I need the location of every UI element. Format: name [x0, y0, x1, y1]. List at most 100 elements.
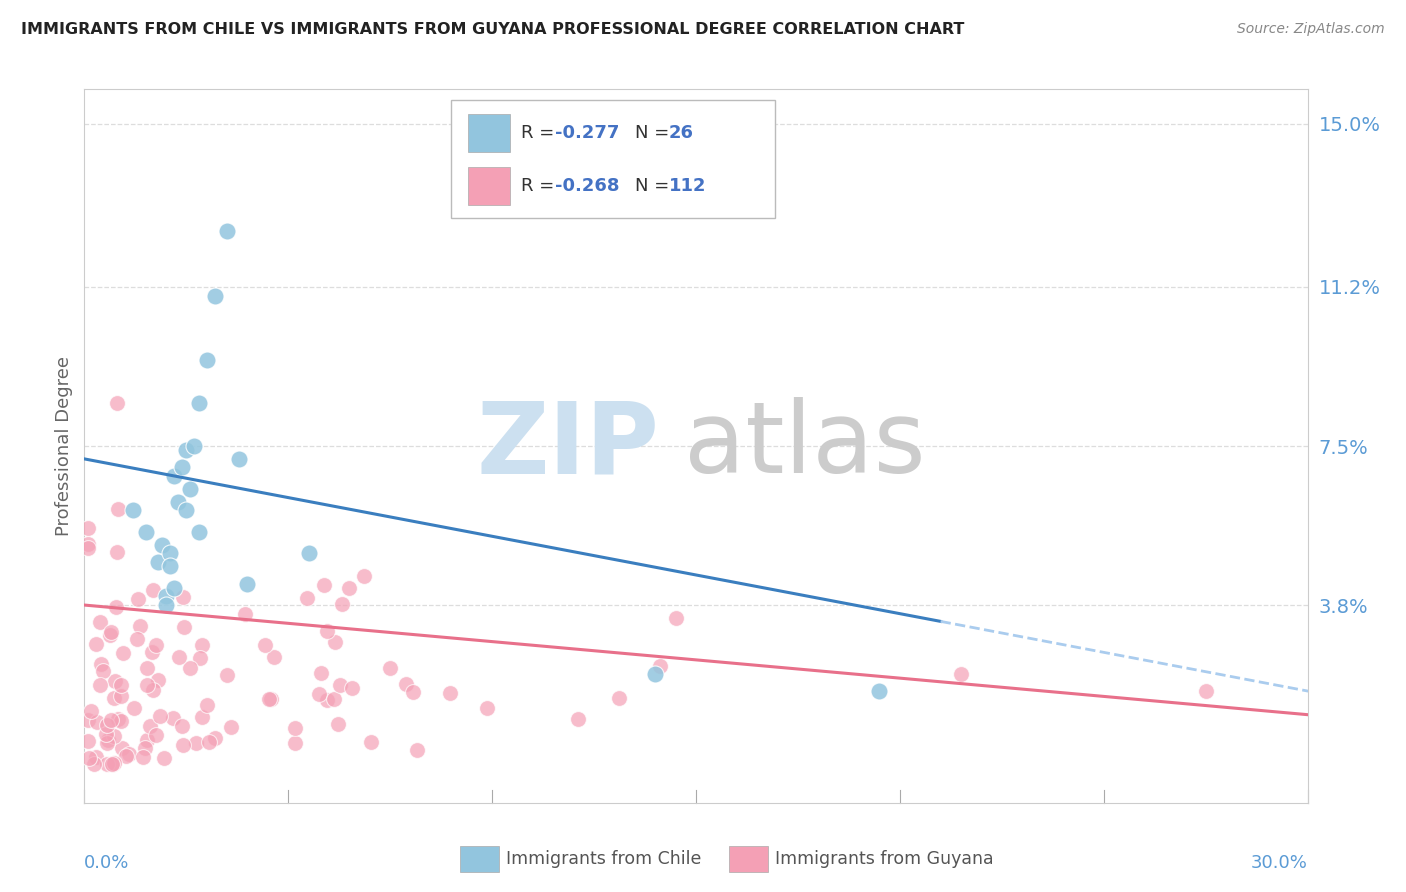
- Point: [94, 727, 117, 741]
- Point: [77, 733, 100, 747]
- Point: [104, 674, 127, 689]
- Point: [260, 692, 283, 706]
- Point: [195, 353, 218, 368]
- Point: [322, 692, 344, 706]
- Point: [215, 668, 238, 682]
- Text: N =: N =: [636, 124, 675, 142]
- Point: [329, 678, 352, 692]
- Point: [950, 666, 973, 681]
- Point: [155, 590, 177, 604]
- Point: [107, 712, 129, 726]
- Point: [153, 750, 176, 764]
- Text: R =: R =: [522, 177, 560, 194]
- Point: [298, 546, 321, 560]
- Point: [228, 451, 250, 466]
- Point: [96, 757, 118, 772]
- Point: [105, 600, 128, 615]
- Point: [163, 581, 186, 595]
- Text: N =: N =: [636, 177, 675, 194]
- Text: ZIP: ZIP: [477, 398, 659, 494]
- Point: [167, 650, 190, 665]
- Point: [135, 524, 157, 539]
- Text: Immigrants from Chile: Immigrants from Chile: [506, 850, 702, 868]
- Point: [145, 638, 167, 652]
- Point: [191, 710, 214, 724]
- Point: [100, 756, 122, 771]
- Text: 112: 112: [669, 177, 707, 194]
- Point: [295, 591, 318, 605]
- Point: [163, 469, 186, 483]
- Point: [105, 396, 128, 410]
- Point: [179, 482, 201, 496]
- Text: 26: 26: [669, 124, 695, 142]
- Point: [204, 288, 226, 302]
- Point: [155, 598, 177, 612]
- Point: [172, 738, 194, 752]
- Point: [105, 545, 128, 559]
- Text: 30.0%: 30.0%: [1251, 855, 1308, 872]
- Point: [184, 736, 207, 750]
- Point: [257, 692, 280, 706]
- Point: [323, 635, 346, 649]
- Point: [96, 736, 118, 750]
- Text: -0.268: -0.268: [555, 177, 620, 194]
- Point: [127, 592, 149, 607]
- Point: [219, 720, 242, 734]
- Point: [176, 443, 198, 458]
- Point: [173, 620, 195, 634]
- Point: [141, 645, 163, 659]
- Point: [96, 718, 118, 732]
- Point: [406, 742, 429, 756]
- Point: [197, 734, 219, 748]
- Point: [122, 701, 145, 715]
- Point: [90, 657, 112, 671]
- Point: [101, 757, 124, 772]
- Point: [146, 555, 169, 569]
- Point: [89, 678, 111, 692]
- Point: [131, 750, 153, 764]
- Point: [129, 619, 152, 633]
- Point: [477, 701, 499, 715]
- Point: [112, 646, 135, 660]
- Text: Source: ZipAtlas.com: Source: ZipAtlas.com: [1237, 22, 1385, 37]
- Point: [159, 546, 181, 560]
- Point: [176, 503, 198, 517]
- Point: [136, 678, 159, 692]
- FancyBboxPatch shape: [468, 167, 510, 205]
- Point: [195, 698, 218, 713]
- Point: [204, 731, 226, 745]
- Point: [110, 689, 132, 703]
- Point: [77, 521, 100, 535]
- Point: [665, 611, 688, 625]
- Point: [378, 661, 401, 675]
- Point: [395, 677, 418, 691]
- Point: [263, 649, 285, 664]
- Point: [100, 628, 122, 642]
- Point: [187, 396, 209, 410]
- Point: [236, 576, 259, 591]
- Point: [159, 559, 181, 574]
- Point: [187, 524, 209, 539]
- Point: [150, 538, 173, 552]
- Point: [80, 704, 103, 718]
- Point: [103, 756, 125, 770]
- FancyBboxPatch shape: [451, 100, 776, 218]
- Point: [172, 460, 194, 475]
- Point: [330, 597, 353, 611]
- Point: [139, 719, 162, 733]
- Point: [77, 541, 100, 556]
- Point: [1195, 684, 1218, 698]
- Text: IMMIGRANTS FROM CHILE VS IMMIGRANTS FROM GUYANA PROFESSIONAL DEGREE CORRELATION : IMMIGRANTS FROM CHILE VS IMMIGRANTS FROM…: [21, 22, 965, 37]
- Point: [648, 659, 671, 673]
- Point: [84, 750, 107, 764]
- Point: [167, 495, 190, 509]
- Point: [91, 664, 114, 678]
- Point: [284, 736, 307, 750]
- Point: [84, 637, 107, 651]
- Point: [217, 224, 239, 238]
- Point: [86, 715, 108, 730]
- Point: [439, 686, 461, 700]
- FancyBboxPatch shape: [460, 847, 499, 872]
- Point: [145, 728, 167, 742]
- Point: [190, 638, 212, 652]
